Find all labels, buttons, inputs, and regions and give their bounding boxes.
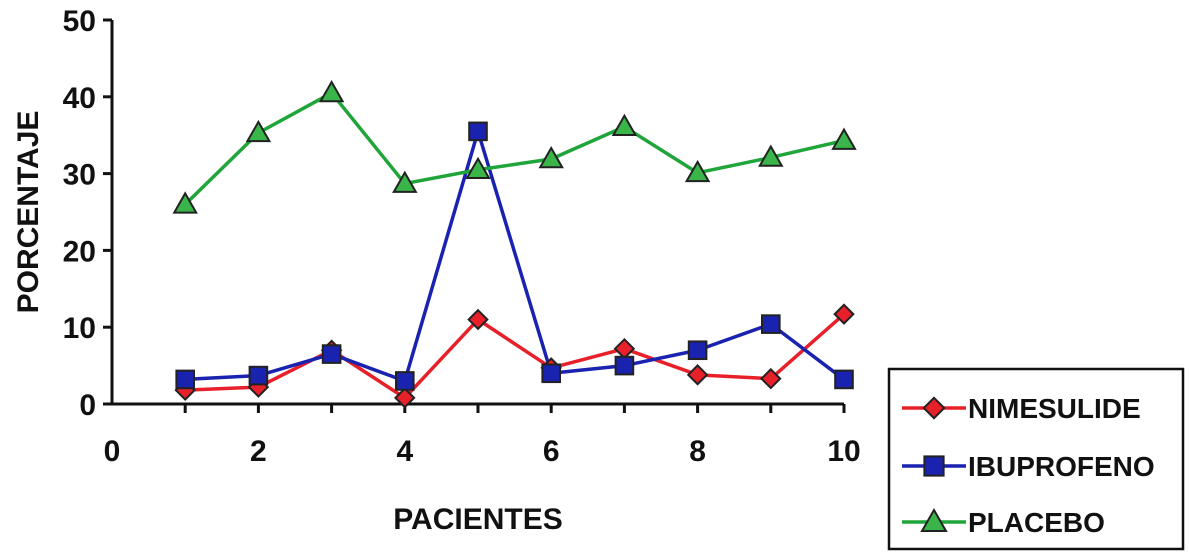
x-tick-label: 0 [104, 435, 121, 468]
point-placebo [392, 170, 418, 193]
point-placebo [172, 191, 198, 214]
legend-label-nimesulide: NIMESULIDE [968, 393, 1141, 424]
series-line-nimesulide [185, 312, 846, 400]
point-nimesulide [613, 337, 636, 360]
y-tick-label: 0 [79, 389, 96, 422]
series-line-placebo [183, 91, 845, 206]
point-ibuprofeno [395, 371, 415, 391]
point-placebo [758, 144, 784, 167]
point-ibuprofeno [321, 344, 342, 364]
legend-marker-placebo [920, 507, 948, 532]
series-line-ibuprofeno [185, 129, 846, 383]
point-nimesulide [467, 308, 489, 331]
point-ibuprofeno [761, 314, 781, 334]
x-axis-title: PACIENTES [393, 503, 562, 536]
y-axis-title: PORCENTAJE [12, 111, 45, 314]
legend: NIMESULIDE IBUPROFENO PLACEBO [887, 367, 1185, 551]
series-markers [172, 79, 857, 409]
point-ibuprofeno [834, 369, 854, 390]
y-tick-label: 10 [63, 312, 96, 345]
point-placebo [684, 159, 711, 183]
point-placebo [245, 119, 272, 143]
point-placebo [318, 79, 345, 103]
point-ibuprofeno [175, 369, 195, 390]
point-nimesulide [760, 367, 782, 390]
point-placebo [538, 145, 564, 169]
y-tick-label: 40 [63, 82, 96, 115]
point-ibuprofeno [468, 121, 488, 142]
y-tick-label: 30 [63, 159, 96, 192]
legend-marker-nimesulide [922, 396, 946, 420]
x-tick-label: 10 [827, 435, 860, 468]
legend-marker-ibuprofeno [923, 455, 945, 477]
y-tick-label: 50 [63, 5, 96, 38]
point-placebo [611, 113, 638, 137]
axes: 0 10 20 30 40 50 0 2 4 6 8 10 [63, 5, 861, 468]
series-lines [183, 91, 846, 400]
point-ibuprofeno [541, 363, 562, 384]
point-ibuprofeno [248, 365, 269, 386]
x-tick-label: 8 [689, 435, 706, 468]
point-nimesulide [686, 364, 709, 386]
point-nimesulide [833, 303, 855, 325]
x-tick-label: 4 [396, 435, 413, 468]
point-placebo [831, 127, 857, 150]
point-ibuprofeno [687, 340, 708, 361]
point-ibuprofeno [614, 355, 635, 376]
y-tick-label: 20 [63, 235, 96, 268]
legend-label-placebo: PLACEBO [968, 507, 1105, 538]
legend-label-ibuprofeno: IBUPROFENO [968, 451, 1155, 482]
x-tick-label: 6 [543, 435, 560, 468]
point-placebo [465, 156, 491, 180]
x-tick-label: 2 [250, 435, 267, 468]
point-nimesulide [394, 387, 416, 409]
